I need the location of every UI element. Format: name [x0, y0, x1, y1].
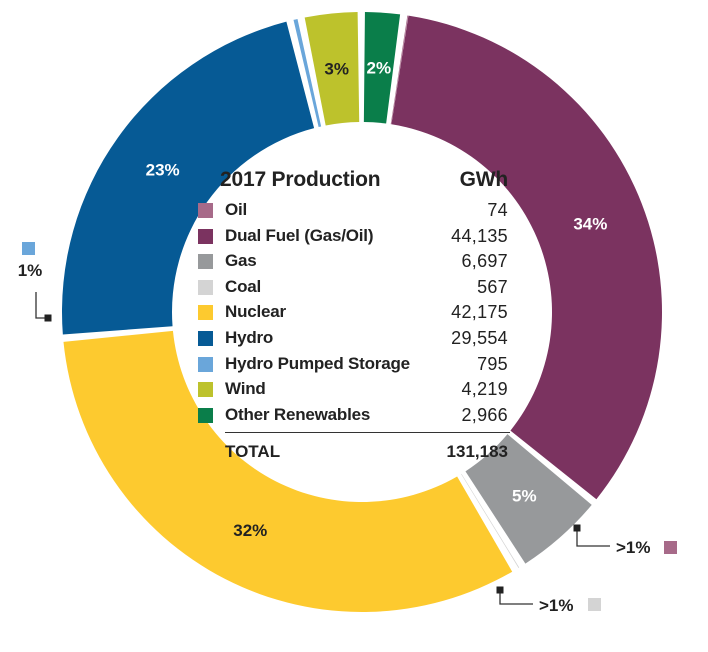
legend-value: 44,135 [451, 225, 508, 246]
slice-dual-fuel-gas-oil [391, 15, 662, 500]
legend-value: 795 [477, 353, 508, 374]
legend-value: 29,554 [451, 327, 508, 348]
slice-label-other-renewables: 2% [367, 59, 392, 78]
callout-leader-line [576, 528, 610, 547]
legend-value: 2,966 [461, 404, 508, 425]
slice-label-gas: 5% [512, 487, 537, 506]
legend-label: Gas [225, 251, 257, 271]
legend-label: Oil [225, 200, 248, 219]
legend-value: 567 [477, 276, 508, 297]
slice-label-hydro: 23% [146, 161, 180, 180]
legend-rows: Oil 74 Dual Fuel (Gas/Oil) 44,135 Gas 6,697 Co… [198, 198, 510, 428]
legend-row-coal: Coal 567 [198, 275, 510, 301]
legend-row-hydro-pumped-storage: Hydro Pumped Storage 795 [198, 352, 510, 378]
legend-swatch-oil [198, 203, 213, 218]
legend: 2017 Production GWh Oil 74 Dual Fuel (Gas/… [198, 166, 510, 461]
legend-row-hydro: Hydro 29,554 [198, 326, 510, 352]
legend-row-nuclear: Nuclear 42,175 [198, 300, 510, 326]
callout-swatch [588, 598, 601, 611]
legend-label: Hydro Pumped Storage [225, 353, 410, 373]
slice-oil [390, 15, 409, 125]
legend-swatch-hydro [198, 330, 213, 346]
legend-swatch-coal [198, 279, 213, 295]
callout-label: >1% [539, 596, 574, 615]
legend-row-other-renewables: Other Renewables 2,966 [198, 403, 510, 429]
legend-value: 4,219 [461, 379, 508, 400]
legend-label: Dual Fuel (Gas/Oil) [225, 225, 374, 245]
legend-label: Wind [225, 379, 266, 399]
slice-label-dual-fuel-gas-oil: 34% [573, 214, 607, 233]
slice-coal [461, 473, 520, 568]
slice-hydro [62, 21, 315, 335]
total-label: TOTAL [225, 442, 281, 461]
slice-nuclear [63, 330, 513, 612]
legend-row-oil: Oil 74 [198, 198, 510, 224]
legend-row-dual-fuel-gas-oil: Dual Fuel (Gas/Oil) 44,135 [198, 224, 510, 250]
callouts: >1% >1% 1% [18, 242, 677, 615]
callout-swatch [664, 541, 677, 554]
callout-label: >1% [616, 538, 651, 557]
legend-swatch-other-renewables [198, 407, 213, 423]
legend-header: 2017 Production GWh [198, 166, 510, 198]
callout-oil: >1% [573, 524, 677, 557]
legend-label: Hydro [225, 327, 274, 347]
callout-marker [496, 586, 504, 594]
legend-swatch-wind [198, 382, 213, 398]
legend-row-gas: Gas 6,697 [198, 249, 510, 275]
slice-hydro-pumped-storage [293, 19, 322, 128]
slice-wind [304, 12, 360, 126]
legend-total: TOTAL 131,183 [198, 442, 510, 466]
legend-value: 42,175 [451, 302, 508, 323]
callout-swatch [22, 242, 35, 255]
legend-row-wind: Wind 4,219 [198, 377, 510, 403]
legend-swatch-dual-fuel-gas-oil [198, 228, 213, 244]
legend-divider [225, 432, 510, 433]
legend-swatch-nuclear [198, 305, 213, 321]
callout-marker [44, 314, 52, 322]
callout-hydro-pumped-storage: 1% [18, 242, 52, 322]
legend-label: Other Renewables [225, 404, 371, 424]
donut-slices [62, 12, 662, 612]
unit-label: GWh [459, 168, 509, 191]
legend-value: 74 [487, 200, 508, 220]
slice-label-nuclear: 32% [233, 521, 267, 540]
legend-value: 6,697 [461, 251, 508, 272]
total-value: 131,183 [446, 442, 508, 461]
callout-leader-line [35, 292, 48, 319]
legend-label: Coal [225, 276, 262, 296]
chart-title: 2017 Production [220, 168, 381, 191]
legend-swatch-gas [198, 254, 213, 270]
slice-label-wind: 3% [324, 59, 349, 78]
slice-gas [465, 434, 592, 564]
callout-leader-line [499, 590, 533, 605]
callout-coal: >1% [496, 586, 601, 615]
callout-label: 1% [18, 261, 43, 280]
legend-label: Nuclear [225, 302, 286, 322]
callout-marker [573, 524, 581, 532]
slice-other-renewables [363, 12, 401, 124]
legend-swatch-hydro-pumped-storage [198, 356, 213, 372]
slice-labels: 34% 5% 32% 23% 3% 2% [146, 59, 608, 540]
